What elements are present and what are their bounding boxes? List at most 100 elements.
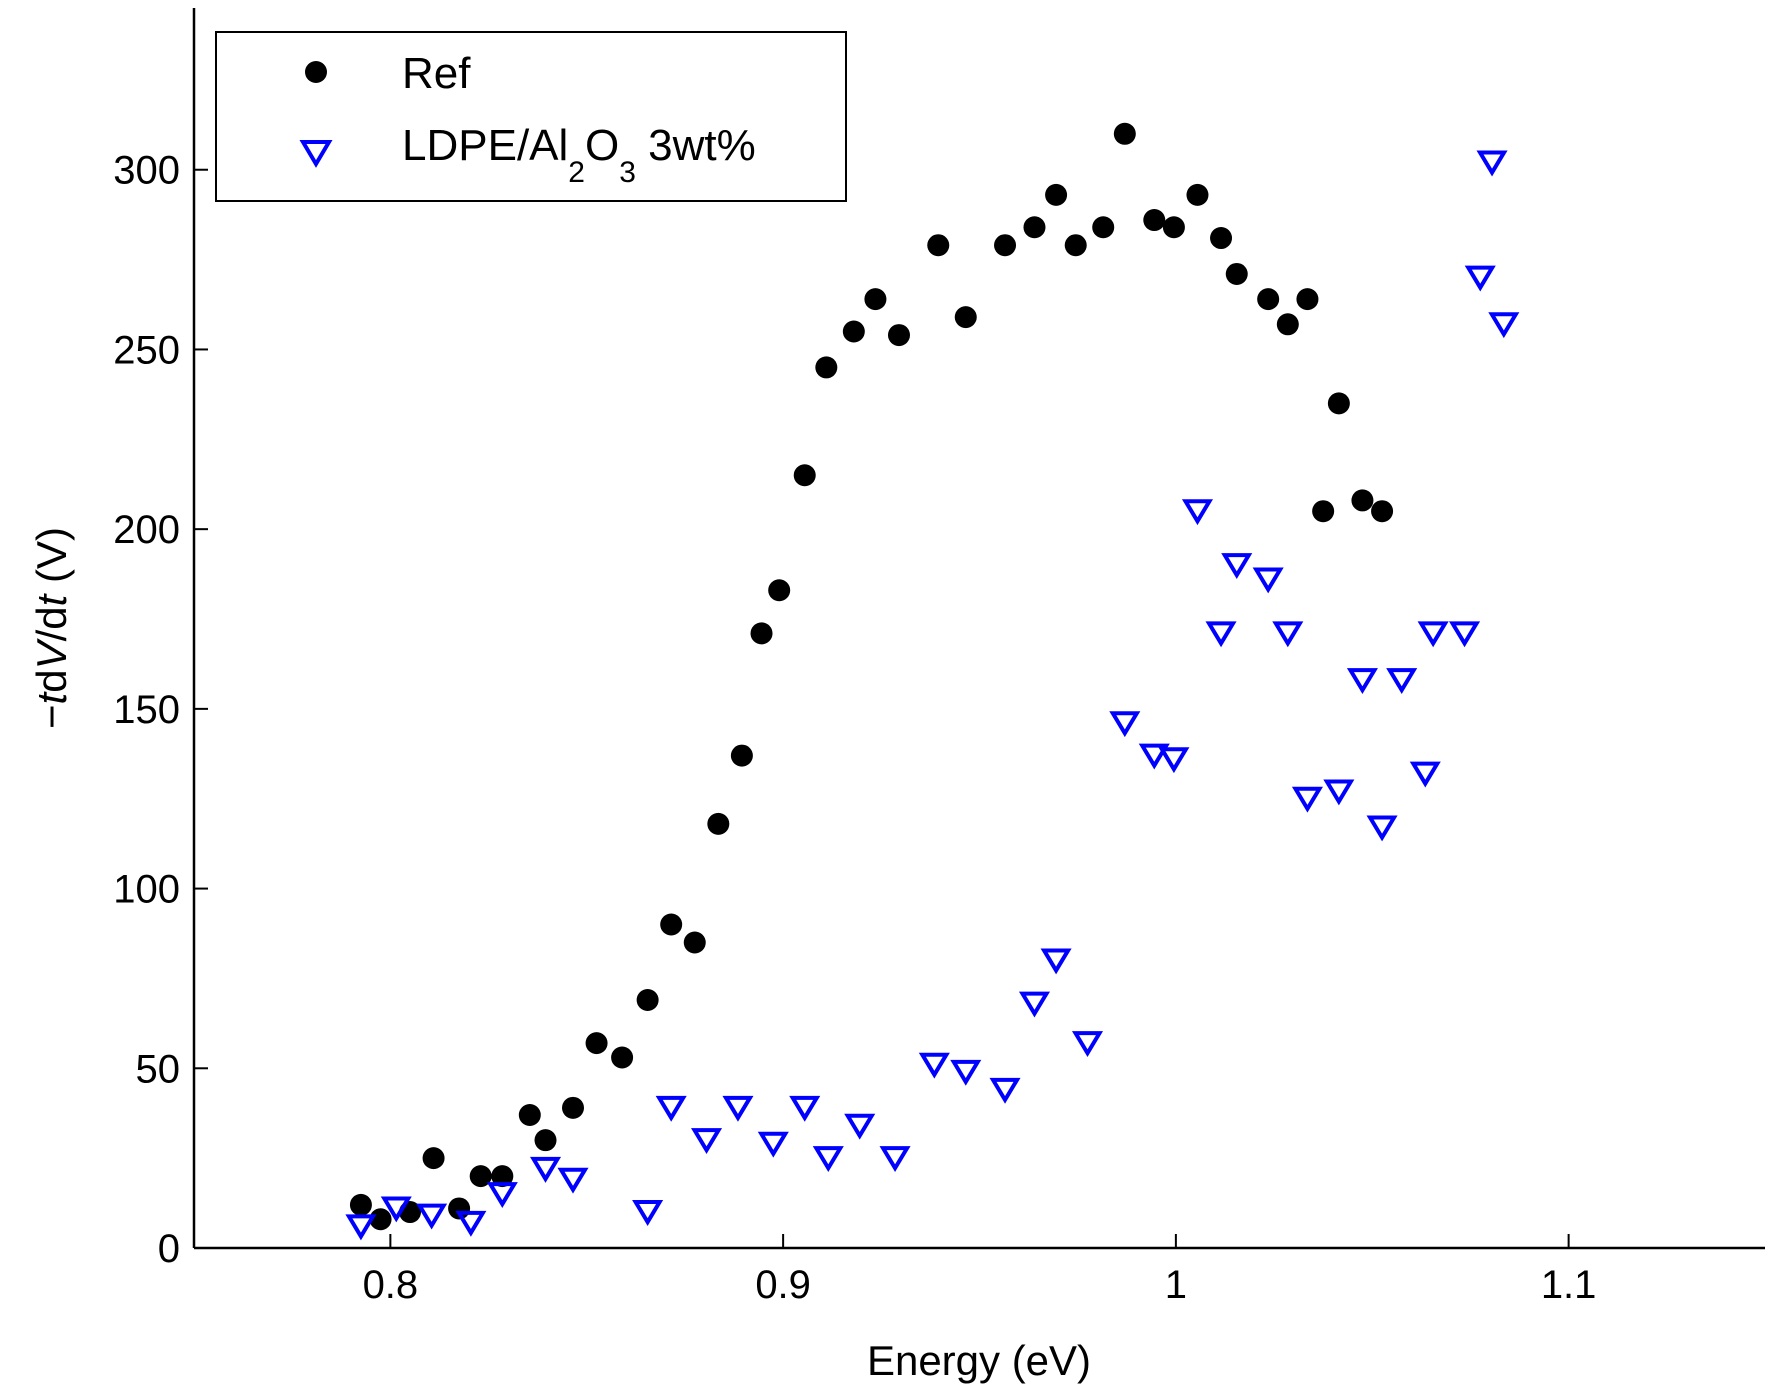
y-ticks: 0 50 100 150 200 250 300	[113, 149, 208, 1271]
ref-data-point	[369, 1208, 392, 1231]
data-points	[345, 122, 1520, 1241]
ref-data-point	[750, 622, 773, 645]
ldpe-data-point	[455, 1210, 487, 1237]
ref-data-point	[534, 1129, 557, 1152]
legend: Ref LDPE/Al2O3 3wt%	[215, 31, 847, 202]
y-tick-label: 0	[158, 1227, 180, 1271]
ldpe-data-point	[918, 1052, 950, 1079]
legend-ref-label: Ref	[402, 49, 471, 98]
ldpe-data-point	[1488, 312, 1520, 339]
x-axis-title: Energy (eV)	[867, 1337, 1091, 1384]
ref-data-point	[768, 579, 791, 602]
ref-data-point	[793, 464, 816, 487]
ldpe-data-point	[1409, 761, 1441, 788]
y-tick-label: 50	[136, 1047, 181, 1091]
ldpe-data-point	[416, 1203, 448, 1230]
ref-data-point	[422, 1147, 445, 1170]
y-tick-label: 100	[113, 868, 180, 912]
ldpe-data-point	[529, 1156, 562, 1183]
ref-data-point	[1162, 216, 1185, 239]
ref-data-point	[1045, 183, 1068, 206]
ldpe-data-point	[1181, 499, 1214, 526]
ldpe-data-point	[1386, 668, 1418, 695]
ldpe-data-point	[722, 1095, 754, 1122]
ref-data-point	[1023, 216, 1046, 239]
ref-data-point	[1327, 392, 1350, 415]
ldpe-data-point	[950, 1059, 982, 1086]
x-tick-label: 0.8	[363, 1263, 419, 1307]
ldpe-data-point	[1018, 991, 1051, 1018]
ldpe-data-point	[844, 1113, 876, 1140]
ldpe-data-point	[1158, 747, 1190, 774]
ldpe-data-point	[1366, 815, 1398, 842]
ref-data-point	[611, 1046, 634, 1069]
ref-data-point	[1276, 313, 1299, 336]
ref-data-point	[842, 320, 865, 343]
ldpe-data-point	[1071, 1031, 1104, 1058]
x-ticks: 0.8 0.9 1 1.1	[363, 1234, 1597, 1307]
ref-data-point	[730, 744, 753, 767]
ref-data-point	[469, 1165, 492, 1188]
ldpe-data-point	[557, 1167, 589, 1194]
y-axis-title: −tdV/dt (V)	[28, 527, 75, 729]
ref-data-point	[562, 1096, 585, 1119]
ref-data-point	[864, 288, 887, 311]
ldpe-data-point	[1109, 711, 1141, 738]
ldpe-data-point	[789, 1095, 821, 1122]
ref-data-point	[1064, 234, 1087, 257]
ldpe-data-point	[1221, 553, 1253, 579]
ldpe-data-point	[1417, 621, 1449, 648]
ldpe-data-point	[345, 1214, 377, 1241]
ref-data-point	[1186, 183, 1209, 206]
ldpe-data-point	[1464, 265, 1496, 292]
ref-data-point	[994, 234, 1017, 257]
ref-data-point	[927, 234, 950, 257]
y-tick-label: 150	[113, 688, 180, 732]
ldpe-data-point	[632, 1200, 664, 1226]
ref-data-point	[1296, 288, 1319, 311]
legend-box	[215, 31, 847, 202]
ldpe-data-point	[757, 1131, 789, 1158]
ref-data-point	[636, 989, 659, 1011]
ldpe-data-point	[1205, 621, 1237, 648]
ref-data-point	[1257, 288, 1280, 311]
ldpe-data-point	[1476, 150, 1508, 177]
ldpe-data-point	[1346, 668, 1378, 695]
x-tick-label: 0.9	[755, 1263, 811, 1307]
ldpe-data-point	[1272, 621, 1304, 648]
ldpe-data-point	[486, 1182, 518, 1208]
ref-data-point	[1225, 262, 1248, 285]
ref-data-point	[815, 356, 838, 379]
y-tick-label: 200	[113, 508, 180, 552]
ldpe-data-point	[879, 1146, 911, 1173]
ldpe-data-point	[989, 1077, 1021, 1104]
ref-data-point	[887, 324, 910, 347]
ref-data-point	[1312, 500, 1335, 523]
ldpe-data-point	[1040, 948, 1072, 975]
ref-data-point	[660, 913, 683, 936]
y-tick-label: 250	[113, 328, 180, 372]
ldpe-data-point	[1323, 779, 1355, 806]
ref-data-point	[1351, 489, 1374, 512]
ldpe-data-point	[1252, 567, 1284, 594]
x-tick-label: 1.1	[1541, 1263, 1597, 1307]
ref-data-point	[349, 1193, 372, 1216]
ref-data-point	[1371, 500, 1394, 523]
ldpe-data-point	[1449, 621, 1481, 648]
ldpe-data-point	[1291, 786, 1323, 813]
ldpe-data-point	[655, 1095, 687, 1122]
ref-data-point	[683, 931, 706, 954]
ldpe-data-point	[691, 1128, 723, 1155]
legend-ldpe-label: LDPE/Al2O3 3wt%	[402, 121, 756, 189]
ref-data-point	[1113, 122, 1136, 145]
ref-data-point	[1210, 227, 1233, 250]
legend-ldpe-marker	[299, 140, 333, 168]
ldpe-data-point	[380, 1196, 412, 1223]
ldpe-data-point	[812, 1146, 844, 1173]
ref-data-point	[585, 1032, 608, 1055]
ref-data-point	[707, 812, 730, 835]
ref-data-point	[1143, 209, 1166, 232]
y-tick-label: 300	[113, 149, 180, 193]
